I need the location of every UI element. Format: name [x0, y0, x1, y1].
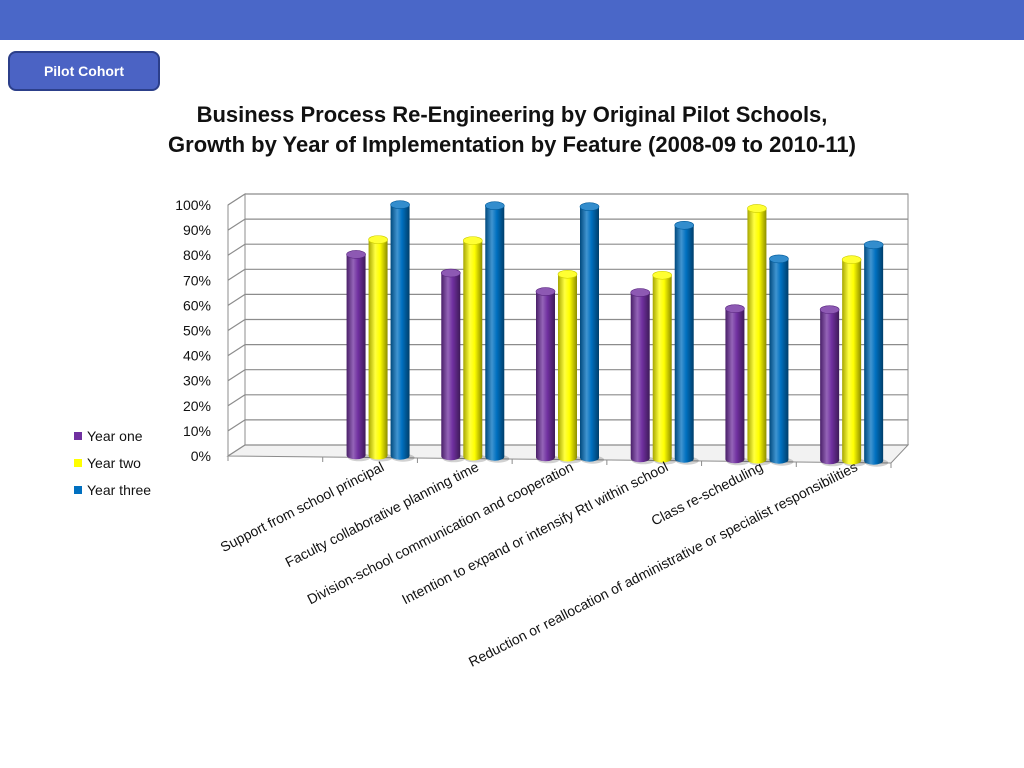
legend-swatch-year-two — [74, 458, 82, 467]
y-tick-label: 20% — [183, 398, 211, 414]
bar-year-three — [769, 258, 789, 464]
bar-year-one — [725, 308, 745, 464]
chart-title-line-1: Business Process Re-Engineering by Origi… — [196, 102, 828, 127]
legend-item-year-one: Year one — [74, 422, 151, 449]
bar-year-two — [463, 240, 483, 461]
bar-year-one — [441, 273, 461, 461]
y-tick-label: 50% — [183, 323, 211, 339]
bar-top-cap — [462, 236, 483, 245]
y-tick-label: 70% — [183, 272, 211, 288]
bar-top-cap — [390, 200, 410, 210]
y-tick-label: 10% — [183, 423, 211, 439]
bar-year-three — [580, 206, 599, 462]
bar-top-cap — [579, 202, 600, 212]
bar-top-cap — [535, 287, 556, 296]
bar-top-cap — [747, 204, 767, 213]
bar-top-cap — [819, 305, 840, 314]
x-category-label: Support from school principal — [218, 458, 387, 555]
bar-top-cap — [484, 201, 505, 211]
chart-title: Business Process Re-Engineering by Origi… — [0, 100, 1024, 160]
bar-top-cap — [841, 255, 862, 264]
legend-item-year-two: Year two — [74, 449, 151, 476]
gridline-side — [227, 344, 246, 357]
bar-top-cap — [652, 270, 673, 280]
bar-year-one — [820, 309, 840, 465]
gridline-side — [227, 293, 246, 306]
bar-year-three — [864, 244, 884, 465]
legend-label-year-one: Year one — [87, 427, 143, 444]
gridline-side — [227, 444, 246, 457]
legend-swatch-year-one — [74, 431, 82, 440]
y-tick-label: 0% — [191, 448, 211, 464]
gridline-side — [227, 243, 246, 256]
bar-top-cap — [368, 235, 388, 244]
top-banner — [0, 0, 1024, 40]
gridline-side — [227, 268, 246, 281]
pilot-cohort-badge: Pilot Cohort — [8, 51, 160, 91]
bar-top-cap — [440, 268, 461, 278]
bar-top-cap — [769, 254, 789, 264]
bar-top-cap — [346, 250, 366, 259]
chart-legend: Year one Year two Year three — [74, 422, 151, 503]
legend-label-year-two: Year two — [87, 454, 141, 471]
bar-top-cap — [674, 220, 695, 230]
bar-year-one — [346, 254, 366, 460]
bar-year-two — [652, 275, 672, 463]
legend-label-year-three: Year three — [87, 481, 152, 498]
y-tick-label: 30% — [183, 373, 211, 389]
bar-year-two — [558, 274, 577, 462]
bar-year-three — [485, 205, 505, 461]
y-tick-label: 100% — [175, 197, 211, 213]
gridline-side — [227, 394, 246, 407]
y-tick-label: 60% — [183, 297, 211, 313]
bar-top-cap — [863, 240, 884, 250]
legend-swatch-year-three — [74, 485, 82, 494]
legend-item-year-three: Year three — [74, 476, 151, 503]
bar-year-three — [674, 225, 694, 463]
gridline-side — [227, 369, 246, 382]
gridline-side — [227, 193, 246, 206]
gridline-side — [227, 218, 246, 231]
bar-year-one — [630, 292, 650, 463]
gridline-side — [227, 419, 246, 432]
gridline-side — [227, 318, 246, 332]
bar-year-one — [536, 291, 555, 462]
bar-year-two — [747, 208, 767, 464]
y-tick-label: 90% — [183, 222, 211, 238]
bar-top-cap — [557, 269, 578, 279]
bar-year-three — [390, 204, 410, 460]
y-tick-label: 40% — [183, 348, 211, 364]
y-tick-label: 80% — [183, 247, 211, 263]
bar-year-two — [368, 239, 388, 460]
bar-top-cap — [725, 304, 745, 313]
bar-top-cap — [630, 288, 651, 297]
chart-title-line-2: Growth by Year of Implementation by Feat… — [168, 132, 856, 157]
bar-year-two — [842, 259, 862, 465]
